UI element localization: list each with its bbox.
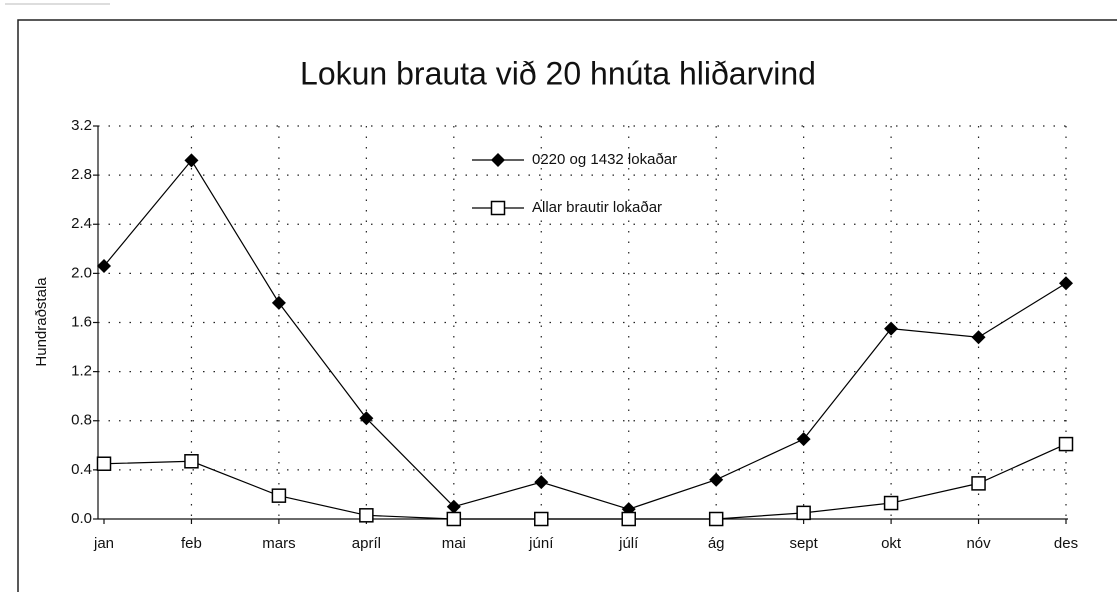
- y-tick-label: 0.0: [71, 510, 92, 527]
- x-tick-label: mai: [442, 535, 466, 552]
- marker-square: [184, 454, 199, 469]
- y-tick-label: 1.6: [71, 313, 92, 330]
- series-line: [103, 159, 1067, 510]
- x-tick-label: ág: [708, 535, 725, 552]
- x-tick-label: júní: [528, 535, 554, 552]
- marker-diamond: [796, 432, 811, 447]
- marker-diamond: [359, 411, 374, 426]
- marker-diamond: [709, 472, 724, 487]
- marker-square: [971, 476, 986, 491]
- marker-square: [446, 511, 462, 527]
- x-tick-label: feb: [181, 535, 202, 552]
- legend-label: 0220 og 1432 lokaðar: [532, 151, 677, 168]
- x-tick-label: des: [1054, 535, 1078, 552]
- y-axis-label: Hundraðstala: [33, 277, 50, 367]
- x-tick-label: jan: [93, 535, 114, 552]
- marker-square: [271, 488, 287, 503]
- marker-diamond: [97, 259, 111, 274]
- y-tick-label: 0.4: [71, 461, 92, 478]
- x-tick-label: nóv: [966, 535, 991, 552]
- y-tick-label: 3.2: [71, 117, 92, 134]
- chart-title: Lokun brauta við 20 hnúta hliðarvind: [300, 55, 816, 91]
- y-tick-label: 1.2: [71, 363, 92, 380]
- marker-square: [708, 511, 724, 527]
- marker-diamond: [271, 295, 286, 310]
- legend-label: Allar brautir lokaðar: [532, 199, 662, 216]
- series-line: [103, 443, 1067, 520]
- y-tick-label: 2.4: [71, 215, 92, 232]
- marker-diamond: [446, 499, 461, 514]
- y-tick-label: 0.8: [71, 412, 92, 429]
- marker-diamond: [1059, 276, 1073, 291]
- marker-square: [883, 495, 899, 511]
- y-tick-label: 2.0: [71, 264, 92, 281]
- marker-square: [96, 456, 112, 471]
- y-tick-label: 2.8: [71, 166, 92, 183]
- x-tick-label: sept: [789, 535, 818, 552]
- marker-diamond: [491, 153, 505, 167]
- marker-diamond: [534, 475, 549, 490]
- x-tick-label: apríl: [352, 535, 381, 552]
- marker-square: [621, 511, 636, 527]
- marker-square: [796, 505, 811, 521]
- marker-diamond: [971, 330, 986, 345]
- x-tick-label: okt: [881, 535, 902, 552]
- marker-square: [490, 200, 506, 216]
- marker-square: [534, 511, 549, 527]
- marker-diamond: [184, 153, 199, 168]
- x-tick-label: júlí: [618, 535, 639, 552]
- marker-square: [1058, 436, 1074, 452]
- x-tick-label: mars: [262, 535, 295, 552]
- marker-square: [359, 508, 374, 523]
- frame: [17, 19, 1117, 592]
- marker-diamond: [884, 321, 899, 336]
